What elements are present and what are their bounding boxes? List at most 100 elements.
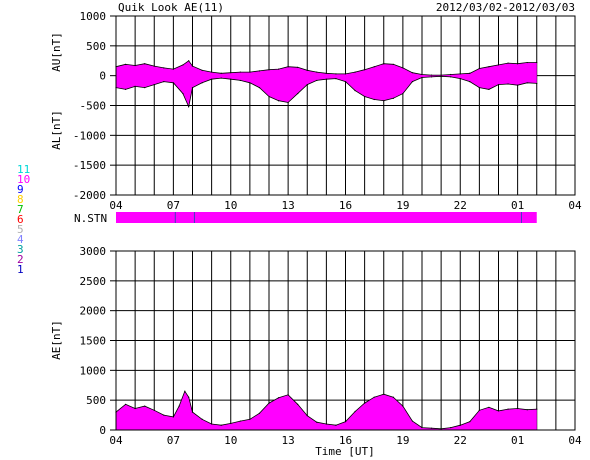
au-point bbox=[220, 72, 222, 74]
ae-point bbox=[220, 424, 222, 426]
x-tick-label: 04 bbox=[109, 434, 123, 447]
ae-point bbox=[507, 408, 509, 410]
ae-point bbox=[163, 414, 165, 416]
ae-point bbox=[517, 407, 519, 410]
station-count-bar bbox=[116, 212, 537, 223]
au-point bbox=[459, 73, 461, 75]
x-tick-label: 10 bbox=[224, 199, 237, 212]
al-point bbox=[517, 84, 519, 86]
ae-point bbox=[430, 427, 433, 429]
al-point bbox=[258, 87, 261, 89]
au-point bbox=[182, 64, 184, 66]
al-point bbox=[325, 78, 327, 80]
x-tick-label: 04 bbox=[568, 434, 582, 447]
x-tick-label: 10 bbox=[224, 434, 237, 447]
au-point bbox=[344, 73, 347, 75]
au-point bbox=[440, 74, 442, 76]
au-point bbox=[517, 63, 519, 65]
ae-point bbox=[287, 394, 289, 396]
al-point bbox=[402, 92, 404, 95]
legend-station-count: 5 bbox=[17, 223, 24, 236]
al-point bbox=[373, 98, 375, 101]
ae-point bbox=[306, 415, 308, 417]
al-point bbox=[144, 87, 146, 89]
ae-point bbox=[478, 409, 480, 411]
ae-point bbox=[184, 390, 186, 392]
legend-station-count: 8 bbox=[17, 193, 24, 206]
au-point bbox=[306, 69, 308, 71]
au-point bbox=[469, 72, 471, 74]
au-point bbox=[124, 63, 127, 65]
ae-axis-label: AE[nT] bbox=[50, 320, 63, 360]
au-point bbox=[287, 66, 289, 68]
ae-point bbox=[249, 418, 251, 420]
al-point bbox=[411, 81, 414, 83]
ae-point bbox=[536, 408, 538, 410]
ae-point bbox=[297, 403, 299, 405]
au-point bbox=[249, 71, 251, 73]
ae-point bbox=[316, 421, 318, 423]
legend-station-count: 3 bbox=[17, 243, 24, 256]
ae-point bbox=[124, 403, 127, 405]
y-tick-label: 2500 bbox=[80, 275, 107, 288]
al-point bbox=[488, 88, 490, 90]
plot-frame bbox=[115, 250, 576, 431]
ae-point bbox=[373, 396, 375, 398]
al-point bbox=[277, 100, 280, 102]
legend-station-count: 9 bbox=[17, 183, 24, 196]
ae-point bbox=[402, 405, 404, 407]
ae-point bbox=[239, 420, 241, 422]
au-point bbox=[316, 71, 318, 73]
y-tick-label: 500 bbox=[86, 394, 106, 407]
x-tick-label: 04 bbox=[568, 199, 582, 212]
x-tick-label: 13 bbox=[282, 434, 295, 447]
ae-point bbox=[488, 406, 490, 408]
al-point bbox=[220, 77, 222, 79]
ae-point bbox=[144, 405, 146, 407]
al-point bbox=[507, 83, 509, 85]
ae-point bbox=[201, 418, 203, 420]
al-point bbox=[153, 84, 155, 86]
x-tick-label: 19 bbox=[396, 434, 409, 447]
ae-point bbox=[364, 402, 366, 404]
x-tick-label: 01 bbox=[511, 199, 524, 212]
ae-point bbox=[325, 423, 327, 425]
ae-point bbox=[497, 410, 500, 412]
al-axis-label: AL[nT] bbox=[50, 110, 63, 150]
au-point bbox=[411, 72, 414, 74]
al-point bbox=[536, 82, 538, 85]
al-point bbox=[450, 76, 452, 78]
al-point bbox=[188, 106, 190, 108]
date-range: 2012/03/02-2012/03/03 bbox=[436, 1, 575, 14]
al-point bbox=[182, 92, 184, 95]
ae-point bbox=[172, 416, 174, 418]
al-point bbox=[306, 84, 308, 86]
al-point bbox=[172, 82, 174, 84]
al-point bbox=[421, 76, 423, 79]
legend-station-count: 6 bbox=[17, 213, 24, 226]
al-point bbox=[268, 95, 270, 98]
au-point bbox=[421, 73, 423, 76]
legend-station-count: 7 bbox=[17, 203, 24, 216]
plot-frame bbox=[115, 15, 576, 196]
y-tick-label: 0 bbox=[99, 70, 106, 83]
al-point bbox=[134, 85, 136, 88]
station-bar-label: N.STN bbox=[74, 212, 107, 225]
au-point bbox=[536, 61, 538, 64]
au-point bbox=[373, 66, 375, 68]
au-point bbox=[325, 72, 327, 74]
au-point bbox=[239, 71, 241, 73]
al-point bbox=[335, 78, 337, 80]
au-point bbox=[201, 69, 203, 71]
al-point bbox=[478, 87, 480, 89]
au-point bbox=[163, 67, 165, 69]
au-point bbox=[364, 69, 366, 71]
au-point bbox=[230, 72, 232, 74]
al-point bbox=[249, 82, 251, 84]
au-point bbox=[507, 62, 509, 64]
legend-station-count: 4 bbox=[17, 233, 24, 246]
y-tick-label: 1000 bbox=[80, 364, 107, 377]
al-point bbox=[383, 100, 385, 102]
ae-point bbox=[211, 423, 213, 425]
